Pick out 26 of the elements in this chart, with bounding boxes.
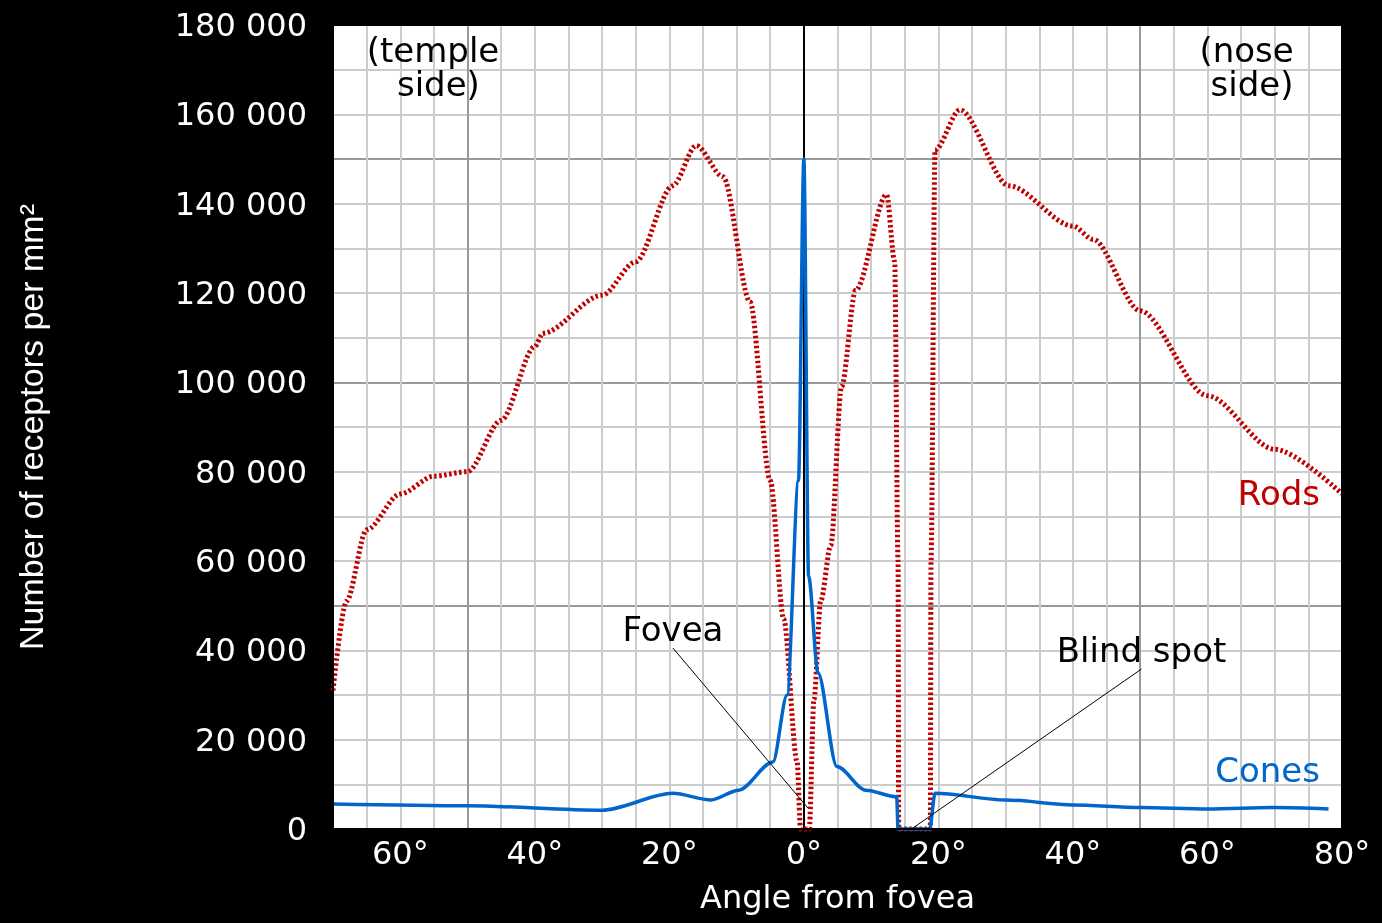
y-tick-label: 0 [286,810,307,848]
y-tick-label: 40 000 [195,631,307,670]
x-tick-label: 40° [506,834,564,872]
y-tick-label: 140 000 [174,184,307,223]
annotation: Fovea [622,609,724,650]
series-label: Cones [1215,749,1320,790]
y-tick-label: 60 000 [195,542,307,580]
annotation: Blind spot [1056,630,1227,670]
annotation: (temple side) [366,30,500,104]
x-tick-label: 0° [785,834,823,872]
series-label: Rods [1237,473,1320,513]
y-tick-label: 180 000 [174,6,307,44]
annotation: (nose side) [1199,30,1305,104]
x-tick-label: 20° [910,834,967,872]
x-tick-label: 40° [1044,834,1102,872]
x-tick-label: 60° [1179,834,1236,872]
y-tick-label: 100 000 [174,363,307,402]
y-tick-label: 160 000 [174,95,307,134]
x-axis-title: Angle from fovea [700,878,975,916]
x-tick-label: 60° [371,834,429,872]
y-tick-label: 20 000 [195,720,307,759]
x-tick-label: 80° [1313,834,1371,872]
y-axis-title: Number of receptors per mm² [12,204,50,650]
y-tick-label: 80 000 [195,452,307,491]
y-tick-label: 120 000 [174,274,307,312]
x-tick-label: 20° [640,834,698,872]
